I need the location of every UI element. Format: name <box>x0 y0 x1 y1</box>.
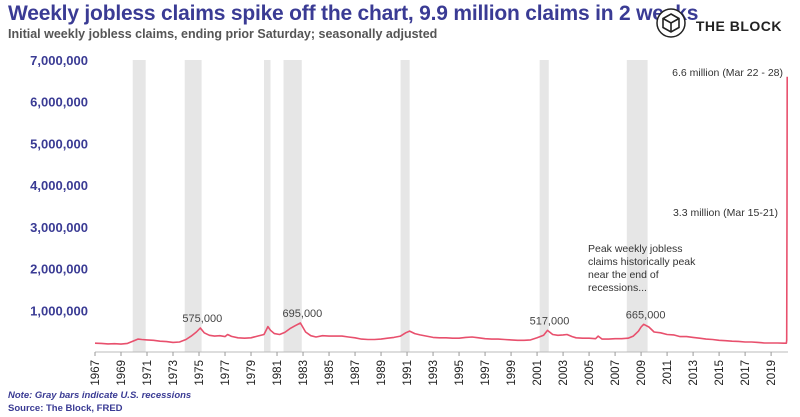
recession-bar-6 <box>539 60 549 352</box>
x-tick-label: 1973 <box>168 360 180 386</box>
annotation-peak-note: Peak weekly jobless claims historically … <box>588 243 698 294</box>
x-tick-label: 2015 <box>714 360 726 386</box>
x-tick-label: 1979 <box>246 360 258 386</box>
recession-bar-5 <box>400 60 410 352</box>
data-label: 665,000 <box>626 309 666 321</box>
x-tick-label: 1997 <box>480 360 492 386</box>
x-tick-label: 2005 <box>584 360 596 386</box>
y-tick-label: 3,000,000 <box>30 220 88 235</box>
recession-bar-2 <box>184 60 202 352</box>
recession-bar-4 <box>283 60 302 352</box>
chart-subtitle: Initial weekly jobless claims, ending pr… <box>8 27 438 41</box>
footnote: Note: Gray bars indicate U.S. recessions <box>8 390 192 401</box>
y-tick-label: 6,000,000 <box>30 95 88 110</box>
x-tick-label: 2011 <box>662 360 674 385</box>
x-tick-label: 2001 <box>532 360 544 386</box>
recession-bar-3 <box>264 60 271 352</box>
x-tick-label: 2019 <box>766 360 778 386</box>
y-tick-label: 5,000,000 <box>30 136 88 151</box>
data-labels: 575,000 695,000 517,000 665,000 <box>182 308 665 327</box>
y-tick-label: 4,000,000 <box>30 178 88 193</box>
y-tick-label: 1,000,000 <box>30 303 88 318</box>
x-tick-label: 2007 <box>610 360 622 386</box>
x-tick-label: 1993 <box>428 360 440 386</box>
x-tick-label: 1987 <box>350 360 362 386</box>
data-label: 695,000 <box>283 308 323 320</box>
x-tick-label: 1967 <box>90 360 102 386</box>
annotation-peak-line-4: recessions... <box>588 282 647 294</box>
x-tick-label: 1981 <box>272 360 284 386</box>
x-tick-label: 1975 <box>194 360 206 386</box>
data-label: 517,000 <box>530 315 570 327</box>
x-tick-label: 1995 <box>454 360 466 386</box>
annotation-3-3-million: 3.3 million (Mar 15-21) <box>673 207 778 219</box>
recession-bars <box>132 60 648 352</box>
x-tick-label: 1969 <box>116 360 128 386</box>
x-tick-label: 1977 <box>220 360 232 386</box>
y-tick-label: 2,000,000 <box>30 262 88 277</box>
series-layer <box>94 76 789 345</box>
y-tick-label: 7,000,000 <box>30 53 88 68</box>
x-tick-label: 1991 <box>402 360 414 386</box>
x-tick-label: 1989 <box>376 360 388 386</box>
annotation-peak-line-1: Peak weekly jobless <box>588 243 683 255</box>
x-tick-label: 2013 <box>688 360 700 386</box>
recession-bar-7 <box>626 60 648 352</box>
cube-logo-icon <box>656 8 686 43</box>
x-tick-label: 2003 <box>558 360 570 386</box>
annotation-peak-line-2: claims historically peak <box>588 256 696 268</box>
x-tick-label: 1971 <box>142 360 154 386</box>
x-tick-label: 1999 <box>506 360 518 386</box>
y-axis: 1,000,000 2,000,000 3,000,000 4,000,000 5,00… <box>30 53 88 318</box>
x-tick-label: 1985 <box>324 360 336 386</box>
brand-logo: THE BLOCK <box>656 8 782 43</box>
annotation-6-6-million: 6.6 million (Mar 22 - 28) <box>672 67 783 79</box>
recession-bar-1 <box>132 60 146 352</box>
x-tick-label: 2017 <box>740 360 752 386</box>
x-axis: 1967 1969 1971 1973 1975 1977 1979 1981 1983 1985… <box>90 352 778 386</box>
annotation-peak-line-3: near the end of <box>588 269 659 281</box>
x-tick-label: 1983 <box>298 360 310 386</box>
x-tick-label: 2009 <box>636 360 648 386</box>
chart-title: Weekly jobless claims spike off the char… <box>8 2 699 25</box>
data-label: 575,000 <box>182 313 222 325</box>
series-line-1 <box>94 76 789 345</box>
source-line: Source: The Block, FRED <box>8 403 123 414</box>
brand-name: THE BLOCK <box>695 17 782 34</box>
